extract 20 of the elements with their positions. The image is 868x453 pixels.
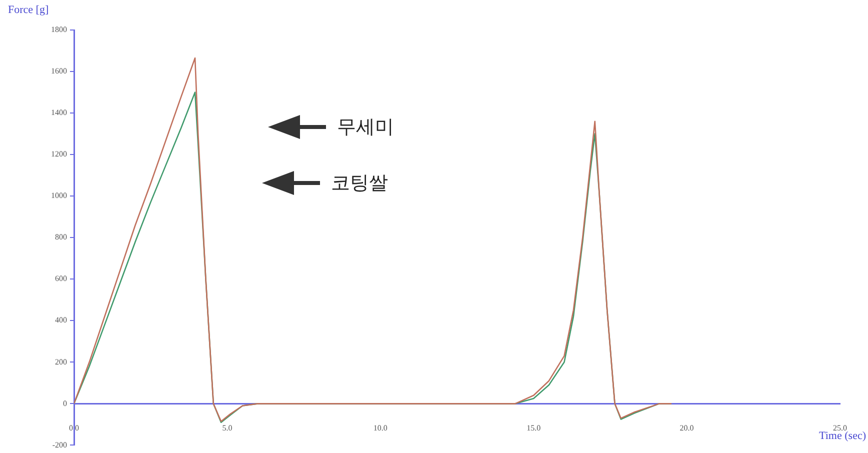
y-tick-label: 1600: [51, 66, 67, 76]
y-tick-label: -200: [52, 440, 67, 450]
x-axis-title: Time (sec): [819, 430, 866, 442]
x-tick-label: 10.0: [373, 424, 388, 433]
y-axis-title: Force [g]: [8, 4, 49, 16]
y-tick-label: 1800: [51, 25, 67, 34]
y-tick-label: 1200: [51, 150, 67, 159]
y-tick-label: 1400: [51, 108, 67, 118]
y-tick-label: 0: [63, 398, 67, 408]
x-tick-label: 15.0: [526, 424, 541, 433]
y-tick-label: 600: [55, 274, 67, 284]
y-tick-label: 200: [55, 357, 67, 366]
x-tick-label: 20.0: [680, 424, 694, 433]
y-tick-label: 400: [55, 316, 67, 325]
annotation: 무세미: [337, 115, 394, 140]
x-tick-label: 5.0: [222, 424, 232, 433]
annotation: 코팅쌀: [331, 171, 388, 196]
x-tick-label: 25.0: [833, 424, 847, 433]
y-tick-label: 800: [55, 232, 67, 242]
y-tick-label: 1000: [51, 191, 67, 200]
